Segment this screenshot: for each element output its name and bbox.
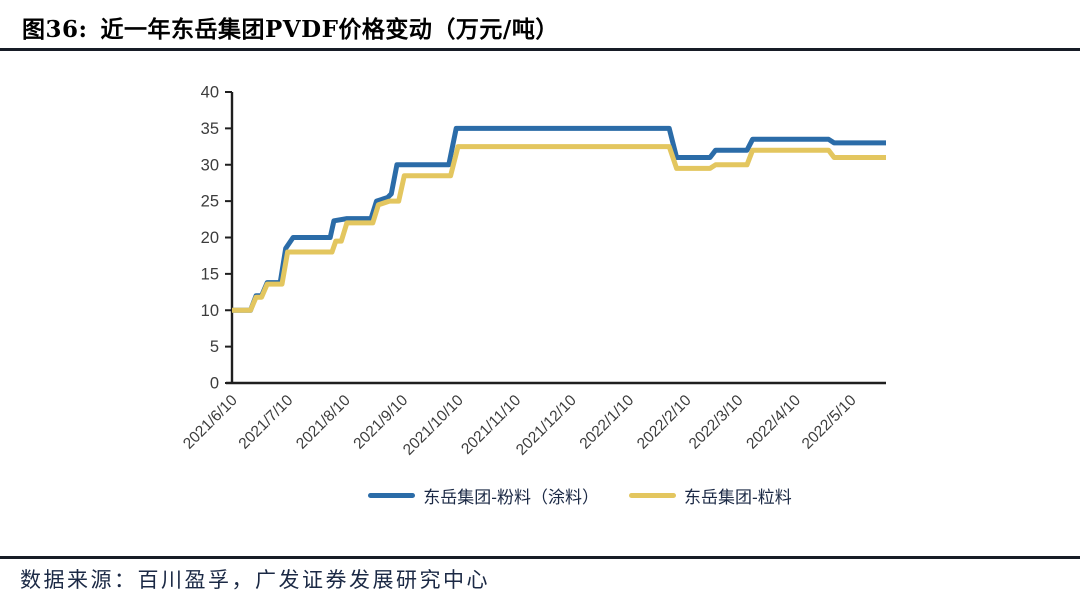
data-source: 数据来源：百川盈孚，广发证券发展研究中心	[20, 568, 490, 592]
series-line-powder-coating	[232, 125, 886, 313]
y-tick-label: 15	[201, 265, 219, 283]
legend-line-sample-yellow	[629, 492, 676, 498]
series-line-granule	[232, 144, 886, 313]
x-tick-label: 2021/8/10	[293, 392, 354, 453]
y-tick-label: 10	[201, 302, 219, 320]
figure-number: 图36:	[22, 16, 88, 43]
legend-label-powder-coating: 东岳集团-粉料（涂料）	[423, 487, 599, 508]
legend-line-sample-blue	[368, 492, 416, 498]
legend-item-granule: 东岳集团-粒料	[629, 483, 792, 508]
y-tick-label: 40	[201, 84, 219, 102]
y-tick-label: 5	[210, 338, 219, 356]
legend-item-powder-coating: 东岳集团-粉料（涂料）	[368, 483, 599, 508]
x-tick-label: 2022/4/10	[743, 392, 804, 453]
x-tick-label: 2021/7/10	[236, 392, 297, 453]
y-tick-label: 0	[210, 375, 219, 393]
footer-divider	[0, 556, 1080, 559]
x-tick-label: 2021/12/10	[513, 392, 580, 459]
x-tick-label: 2022/5/10	[799, 392, 860, 453]
y-tick-label: 20	[201, 229, 219, 247]
title-divider	[0, 48, 1080, 51]
x-tick-label: 2022/3/10	[686, 392, 747, 453]
y-tick-label: 30	[201, 156, 219, 174]
y-tick-label: 25	[201, 193, 219, 211]
x-tick-label: 2022/2/10	[634, 392, 695, 453]
x-tick-label: 2021/10/10	[400, 392, 467, 459]
figure-title-text: 近一年东岳集团PVDF价格变动（万元/吨）	[100, 16, 559, 43]
x-tick-label: 2021/6/10	[180, 392, 241, 453]
y-tick-label: 35	[201, 120, 219, 138]
figure-title: 图36: 近一年东岳集团PVDF价格变动（万元/吨）	[22, 10, 559, 44]
chart-legend: 东岳集团-粉料（涂料） 东岳集团-粒料	[40, 481, 1080, 509]
legend-label-granule: 东岳集团-粒料	[684, 487, 792, 508]
x-tick-label: 2022/1/10	[577, 392, 638, 453]
